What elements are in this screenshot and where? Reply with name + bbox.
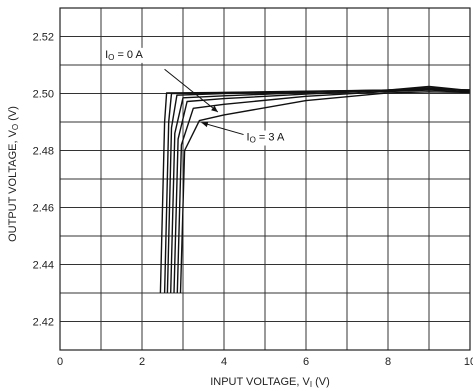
x-tick-label: 6 (303, 356, 309, 368)
y-tick-label: 2.48 (33, 146, 54, 158)
annotation-background (243, 130, 288, 146)
annotation-text: IO = 0 A (105, 49, 143, 62)
y-axis-title: OUTPUT VOLTAGE, VO (V) (7, 106, 20, 242)
x-tick-label: 0 (57, 356, 63, 368)
y-tick-label: 2.42 (33, 317, 54, 329)
x-tick-label: 4 (221, 356, 227, 368)
y-tick-label: 2.46 (33, 203, 54, 215)
annotation-label-io-0a: IO = 0 A (102, 47, 147, 63)
annotations (164, 68, 245, 136)
y-tick-label: 2.52 (33, 32, 54, 44)
series-lines (159, 85, 471, 294)
series-line-6 (176, 89, 471, 294)
annotation-arrowhead-1 (201, 121, 209, 128)
series-line-2 (163, 88, 471, 294)
x-tick-labels: 0 2 4 6 8 10 (57, 356, 473, 368)
annotation-text: IO = 3 A (247, 132, 285, 145)
annotation-arrow-line-1 (201, 122, 245, 136)
series-line-5 (173, 87, 471, 294)
series-line-4 (170, 85, 471, 294)
plot-frame (59, 7, 471, 351)
y-tick-labels: 2.42 2.44 2.46 2.48 2.50 2.52 (33, 32, 54, 329)
series-line-7 (179, 91, 471, 294)
series-line-3 (166, 87, 471, 294)
x-tick-label: 10 (464, 356, 473, 368)
x-axis-title: INPUT VOLTAGE, VI (V) (210, 376, 330, 389)
annotation-arrow-line-0 (164, 68, 219, 113)
y-tick-label: 2.44 (33, 260, 54, 272)
annotation-arrowhead-0 (211, 105, 218, 113)
x-tick-label: 8 (385, 356, 391, 368)
series-line-1 (159, 88, 471, 294)
x-tick-label: 2 (139, 356, 145, 368)
annotation-background (102, 47, 147, 63)
y-tick-label: 2.50 (33, 89, 54, 101)
annotation-label-io-3a: IO = 3 A (243, 130, 288, 146)
